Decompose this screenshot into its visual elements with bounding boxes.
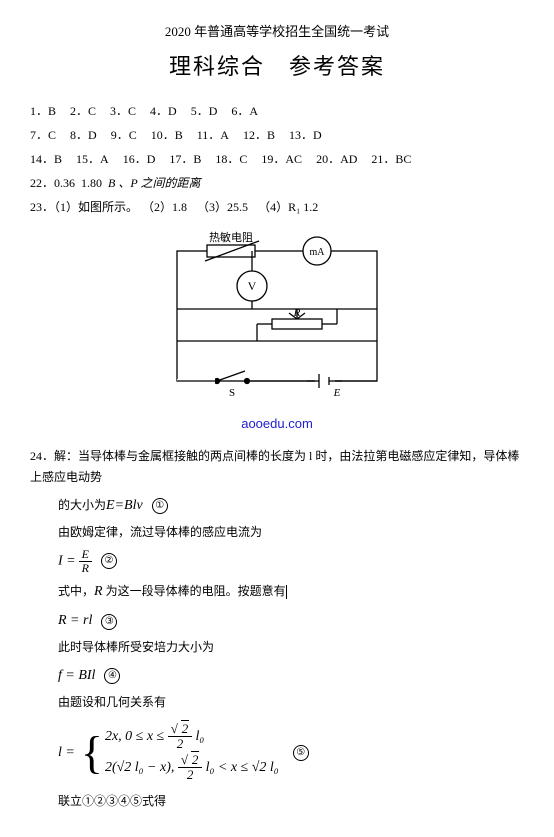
- q22-line: 22．0.36 1.80 B 、P 之间的距离: [30, 171, 524, 195]
- marker-4: ④: [104, 668, 120, 684]
- marker-3: ③: [101, 614, 117, 630]
- label-thermistor: 热敏电阻: [209, 231, 253, 244]
- label-e: E: [333, 387, 341, 399]
- marker-1: ①: [152, 498, 168, 514]
- answer-item: 13．D: [289, 123, 322, 147]
- q23-line: 23．（1）如图所示。（2）1.8（3）25.5（4）R₁ 1.2: [30, 195, 524, 219]
- answers-row-2: 7．C 8．D 9．C 10．B 11．A 12．B 13．D: [30, 123, 524, 147]
- q23-part: （4）R₁ 1.2: [258, 200, 318, 214]
- answer-item: 8．D: [70, 123, 97, 147]
- answer-item: 11．A: [197, 123, 229, 147]
- answer-item: 5．D: [191, 99, 218, 123]
- answer-item: 3．C: [110, 99, 136, 123]
- circuit-diagram: 热敏电阻 mA V R S E: [30, 231, 524, 408]
- answer-item: 10．B: [151, 123, 183, 147]
- label-r: R: [293, 307, 301, 319]
- q24-line-1: 24．解：当导体棒与金属框接触的两点间棒的长度为 l 时，由法拉第电磁感应定律知…: [30, 446, 524, 489]
- label-s: S: [229, 387, 235, 399]
- q24-eq-2: I = ER ②: [30, 548, 524, 575]
- exam-header-small: 2020 年普通高等学校招生全国统一考试: [30, 20, 524, 43]
- answer-item: 21．BC: [371, 147, 411, 171]
- q24-line-last: 联立①②③④⑤式得: [30, 791, 524, 813]
- answer-item: 19．AC: [261, 147, 302, 171]
- answer-item: 6．A: [231, 99, 258, 123]
- answer-item: 9．C: [111, 123, 137, 147]
- q24-eq-1: 的大小为E=Blv ①: [30, 493, 524, 518]
- label-ma: mA: [310, 247, 326, 258]
- answer-item: 17．B: [169, 147, 201, 171]
- answer-item: 2．C: [70, 99, 96, 123]
- watermark: aooedu.com: [30, 412, 524, 435]
- q23-part: （1）如图所示。: [54, 200, 138, 214]
- q23-part: （3）25.5: [197, 200, 248, 214]
- q24-eq-4: f = BIl ④: [30, 663, 524, 688]
- q24-line-5: 此时导体棒所受安培力大小为: [30, 637, 524, 659]
- answer-item: 18．C: [215, 147, 247, 171]
- answer-item: 14．B: [30, 147, 62, 171]
- answer-item: 16．D: [123, 147, 156, 171]
- q23-part: （2）1.8: [148, 200, 187, 214]
- label-v: V: [248, 279, 257, 293]
- answer-item: 1．B: [30, 99, 56, 123]
- answer-item: 20．AD: [316, 147, 357, 171]
- answers-row-1: 1．B 2．C 3．C 4．D 5．D 6．A: [30, 99, 524, 123]
- text-cursor: [286, 585, 287, 599]
- exam-header-large: 理科综合 参考答案: [30, 47, 524, 87]
- answer-item: 7．C: [30, 123, 56, 147]
- q24-line-4: 式中，R 为这一段导体棒的电阻。按题意有: [30, 579, 524, 604]
- q24-line-3: 由欧姆定律，流过导体棒的感应电流为: [30, 522, 524, 544]
- q24-eq-5: l = { 2x, 0 ≤ x ≤ 22 l₀ 2(√2 l₀ − x), 22…: [58, 722, 524, 784]
- q24-eq-3: R = rl ③: [30, 608, 524, 633]
- marker-5: ⑤: [293, 745, 309, 761]
- answer-item: 4．D: [150, 99, 177, 123]
- marker-2: ②: [101, 553, 117, 569]
- italic-bp: B 、P 之间的距离: [108, 176, 200, 190]
- answers-row-3: 14．B 15．A 16．D 17．B 18．C 19．AC 20．AD 21．BC: [30, 147, 524, 171]
- q24-line-6: 由题设和几何关系有: [30, 692, 524, 714]
- answer-item: 12．B: [243, 123, 275, 147]
- answer-item: 15．A: [76, 147, 109, 171]
